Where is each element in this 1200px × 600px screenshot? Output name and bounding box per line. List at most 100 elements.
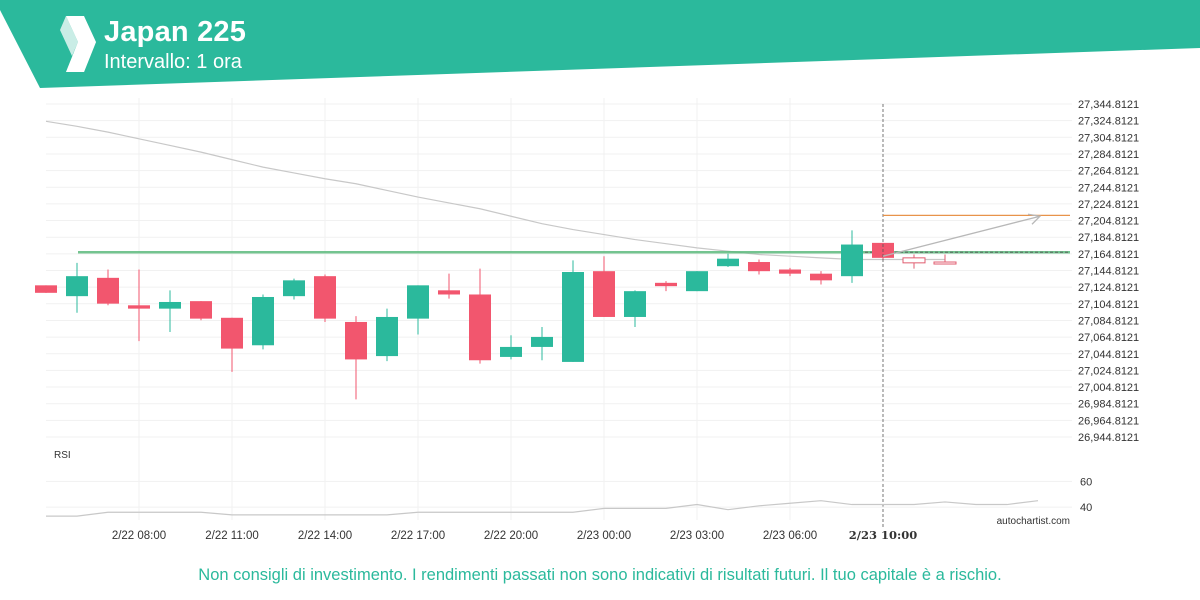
candlestick — [500, 335, 522, 360]
rsi-tick-label: 40 — [1080, 502, 1092, 514]
candlestick — [531, 326, 553, 361]
candle-layer — [35, 230, 957, 400]
candlestick — [624, 290, 646, 327]
candle-body — [841, 244, 863, 277]
x-tick-label: 2/22 08:00 — [112, 530, 166, 542]
y-tick-label: 27,104.8121 — [1078, 299, 1139, 311]
candlestick — [686, 271, 708, 292]
rsi-panel: RSI 60 40 — [46, 450, 1092, 517]
candlestick — [562, 260, 584, 362]
candlestick — [748, 259, 770, 275]
candlestick — [655, 281, 677, 292]
x-tick-label: 2/22 14:00 — [298, 530, 352, 542]
candle-body — [748, 262, 770, 272]
x-tick-label: 2/23 10:00 — [849, 528, 917, 542]
candlestick — [35, 285, 57, 293]
candlestick — [779, 267, 801, 277]
candle-body — [593, 271, 615, 317]
candle-body — [159, 301, 181, 309]
candle-body — [562, 272, 584, 362]
y-tick-label: 27,244.8121 — [1078, 182, 1139, 194]
candlestick — [717, 253, 739, 268]
candle-body — [128, 305, 150, 309]
candle-body — [655, 282, 677, 287]
candlestick — [407, 285, 429, 335]
x-tick-label: 2/22 17:00 — [391, 530, 445, 542]
candlestick — [841, 230, 863, 283]
y-tick-label: 27,264.8121 — [1078, 166, 1139, 178]
candle-body — [438, 290, 460, 295]
candlestick — [66, 262, 88, 313]
candle-body — [469, 294, 491, 361]
y-tick-label: 27,324.8121 — [1078, 116, 1139, 128]
candlestick — [159, 290, 181, 332]
candle-body — [376, 316, 398, 357]
forecast-arrow-line — [882, 215, 1041, 257]
header-background — [0, 0, 1200, 88]
forecast-arrowhead — [1027, 213, 1042, 225]
y-tick-label: 26,944.8121 — [1078, 432, 1139, 444]
y-tick-label: 27,284.8121 — [1078, 149, 1139, 161]
axis-layer: 27,344.8121 27,324.8121 27,304.8121 27,284.… — [112, 99, 1139, 542]
x-tick-label: 2/22 11:00 — [205, 530, 259, 542]
y-tick-label: 26,964.8121 — [1078, 415, 1139, 427]
candlestick — [469, 268, 491, 364]
rsi-line — [46, 500, 1039, 517]
candlestick — [902, 254, 926, 269]
y-tick-label: 27,084.8121 — [1078, 315, 1139, 327]
y-tick-label: 27,184.8121 — [1078, 232, 1139, 244]
x-tick-label: 2/22 20:00 — [484, 530, 538, 542]
rsi-label: RSI — [54, 450, 71, 461]
candle-body — [902, 257, 926, 264]
rsi-tick-label: 60 — [1080, 476, 1092, 488]
candlestick — [345, 316, 367, 400]
candlestick — [314, 274, 336, 322]
candlestick — [593, 256, 615, 317]
candle-body — [66, 276, 88, 297]
forecast-layer — [882, 104, 1070, 528]
instrument-title: Japan 225 — [104, 16, 247, 48]
candle-body — [624, 291, 646, 317]
header-banner: Japan 225 Intervallo: 1 ora — [0, 0, 1200, 90]
candle-body — [314, 276, 336, 319]
y-tick-label: 27,304.8121 — [1078, 132, 1139, 144]
candle-body — [933, 261, 957, 265]
candlestick — [252, 294, 274, 350]
header-shape — [0, 0, 1200, 88]
candle-body — [252, 296, 274, 346]
moving-average-layer — [45, 120, 945, 261]
candle-body — [283, 280, 305, 297]
candle-body — [717, 258, 739, 267]
candle-body — [779, 269, 801, 274]
disclaimer-text: Non consigli di investimento. I rendimen… — [198, 566, 1002, 584]
autochartist-logo-icon — [60, 16, 96, 72]
candlestick — [438, 273, 460, 299]
candle-body — [531, 336, 553, 347]
candle-body — [345, 321, 367, 360]
candlestick — [190, 301, 212, 321]
y-tick-label: 27,024.8121 — [1078, 365, 1139, 377]
candle-body — [97, 277, 119, 304]
y-tick-label: 27,144.8121 — [1078, 266, 1139, 278]
y-tick-label: 27,164.8121 — [1078, 249, 1139, 261]
candlestick — [933, 254, 957, 265]
candlestick — [221, 317, 243, 372]
candle-body — [500, 346, 522, 357]
candle-body — [407, 285, 429, 319]
candlestick — [97, 269, 119, 306]
price-chart: 27,344.8121 27,324.8121 27,304.8121 27,284.… — [35, 98, 1139, 542]
y-tick-label: 27,044.8121 — [1078, 349, 1139, 361]
y-tick-label: 27,004.8121 — [1078, 382, 1139, 394]
candlestick — [376, 308, 398, 362]
candle-body — [221, 317, 243, 349]
x-tick-label: 2/23 06:00 — [763, 530, 817, 542]
y-tick-label: 27,064.8121 — [1078, 332, 1139, 344]
grid-layer — [46, 98, 1072, 520]
candlestick — [128, 269, 150, 342]
x-tick-label: 2/23 00:00 — [577, 530, 631, 542]
moving-average-line — [45, 120, 945, 261]
y-tick-label: 27,204.8121 — [1078, 216, 1139, 228]
y-tick-label: 26,984.8121 — [1078, 399, 1139, 411]
interval-subtitle: Intervallo: 1 ora — [104, 51, 242, 73]
y-tick-label: 27,224.8121 — [1078, 199, 1139, 211]
